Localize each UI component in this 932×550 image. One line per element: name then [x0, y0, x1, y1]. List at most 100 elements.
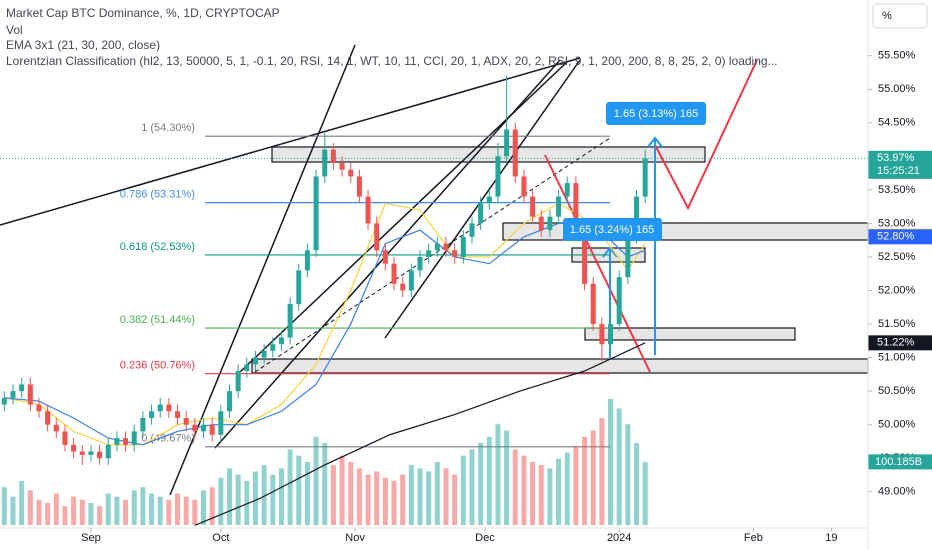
candle — [452, 243, 458, 264]
y-tick-label: 53.50% — [878, 184, 916, 196]
candle — [252, 350, 258, 372]
volume-bar — [313, 436, 319, 525]
volume-bar — [590, 430, 596, 525]
candle-body — [261, 350, 267, 358]
volume-bar — [226, 468, 232, 525]
candle-body — [322, 149, 328, 177]
candle — [564, 176, 570, 204]
candle — [62, 424, 68, 452]
volume-bar — [460, 455, 466, 525]
volume-bar — [374, 471, 380, 525]
header-line: Lorentzian Classification (hl2, 13, 5000… — [6, 54, 778, 68]
candle-body — [313, 176, 319, 251]
volume-bar — [495, 424, 501, 525]
volume-bar — [192, 499, 198, 525]
x-tick-label: Nov — [345, 532, 365, 544]
candle-body — [304, 250, 310, 271]
volume-bar — [512, 449, 518, 525]
volume-bar — [538, 465, 544, 525]
candle-body — [45, 411, 51, 425]
candle — [538, 209, 544, 237]
candle — [348, 163, 354, 184]
volume-bar — [322, 443, 328, 525]
candle-body — [478, 203, 484, 224]
candle-body — [218, 411, 224, 435]
volume-bar — [434, 462, 440, 525]
candle — [521, 169, 527, 204]
price-tag-label: 52.80% — [877, 231, 915, 243]
volume-bar — [365, 474, 371, 525]
volume-bar — [157, 496, 163, 525]
candle-body — [296, 270, 302, 304]
volume-bar — [140, 487, 146, 525]
x-tick-label: Oct — [212, 532, 229, 544]
candle — [53, 417, 59, 439]
candle-body — [10, 391, 16, 398]
y-tick-label: 50.00% — [878, 419, 916, 431]
candle-body — [252, 357, 258, 365]
volume-bar — [556, 458, 562, 525]
candle-body — [443, 243, 449, 251]
ema-line — [4, 222, 646, 446]
candle — [226, 384, 232, 418]
candle-body — [382, 250, 388, 264]
candle — [45, 404, 51, 432]
candle — [512, 122, 518, 184]
candle — [71, 438, 77, 459]
volume-bar — [27, 490, 33, 525]
candle-body — [582, 230, 588, 284]
volume-bar — [175, 493, 181, 525]
volume-bar — [478, 443, 484, 525]
candle — [495, 142, 501, 204]
candle-body — [348, 169, 354, 177]
volume-bar — [642, 461, 648, 525]
volume-bar — [278, 468, 284, 525]
volume-bar — [79, 499, 85, 525]
candle — [235, 364, 241, 398]
candle-body — [183, 417, 189, 425]
candle — [417, 250, 423, 278]
candle — [616, 270, 622, 331]
volume-bar — [183, 496, 189, 525]
candle — [97, 444, 103, 465]
candle-body — [452, 250, 458, 257]
candle-body — [365, 196, 371, 224]
volume-bar — [573, 446, 579, 525]
candle — [114, 431, 120, 452]
header-line: EMA 3x1 (21, 30, 200, close) — [6, 38, 160, 52]
volume-bar — [356, 468, 362, 525]
volume-bar — [330, 465, 336, 525]
zone — [502, 222, 869, 241]
candle — [183, 411, 189, 432]
candle-body — [625, 236, 631, 278]
candle-body — [642, 158, 648, 197]
candle — [79, 444, 85, 465]
volume-bar — [304, 462, 310, 525]
volume-bar — [19, 480, 25, 525]
candle-body — [486, 196, 492, 204]
zone — [271, 146, 706, 163]
candle-body — [590, 283, 596, 325]
candle-body — [123, 438, 129, 445]
candle-body — [19, 384, 25, 392]
arrow-head — [602, 246, 618, 258]
price-tag — [868, 150, 932, 179]
candle — [36, 397, 42, 418]
candle — [19, 377, 25, 398]
scale-button-label[interactable]: % — [882, 10, 892, 22]
candle-body — [521, 176, 527, 197]
candle-body — [530, 196, 536, 217]
candle — [478, 196, 484, 231]
volume-bar — [616, 408, 622, 525]
header-title: Market Cap BTC Dominance, %, 1D, CRYPTOC… — [6, 6, 280, 20]
ema-line — [194, 342, 646, 526]
candle-body — [71, 444, 77, 452]
candle-body — [391, 263, 397, 284]
candle-body — [36, 404, 42, 412]
volume-tag — [868, 454, 932, 470]
volume-tag-label: 100.185B — [875, 456, 922, 468]
candle — [1, 391, 7, 412]
candle-body — [287, 303, 293, 338]
scale-button[interactable] — [872, 3, 928, 29]
